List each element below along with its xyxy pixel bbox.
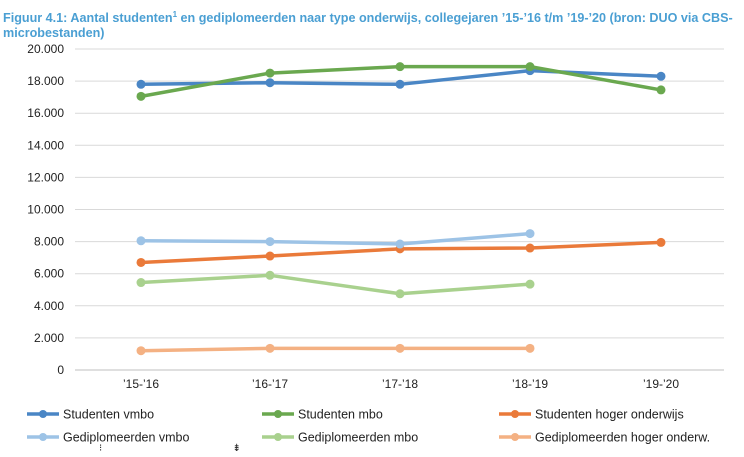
legend-swatch-marker xyxy=(274,410,282,418)
x-axis-tick-labels: ’15-’16 ’16-’17 ’17-’18 ’18-’19 ’19-’20 xyxy=(123,377,679,391)
legend-item: Studenten hoger onderwijs xyxy=(499,408,684,422)
series-5 xyxy=(136,270,535,299)
data-point xyxy=(265,270,275,280)
data-point xyxy=(136,278,146,288)
data-point xyxy=(136,79,146,89)
legend-item: Gediplomeerden hoger onderw. xyxy=(499,431,710,445)
series-3 xyxy=(136,237,666,267)
data-point xyxy=(136,91,146,101)
data-point xyxy=(395,79,405,89)
data-point xyxy=(136,346,146,356)
y-tick-label: 4.000 xyxy=(34,299,64,313)
data-point xyxy=(525,62,535,72)
x-tick-label: ’16-’17 xyxy=(252,377,288,391)
legend-swatch-marker xyxy=(511,433,519,441)
data-point xyxy=(265,343,275,353)
legend-label: Studenten hoger onderwijs xyxy=(535,408,684,422)
series-2 xyxy=(136,62,666,101)
footnote-marker: 1 xyxy=(172,9,178,19)
y-tick-label: 12.000 xyxy=(27,170,64,184)
data-point xyxy=(265,78,275,88)
data-point xyxy=(525,343,535,353)
y-tick-label: 2.000 xyxy=(34,331,64,345)
y-tick-label: 8.000 xyxy=(34,235,64,249)
y-tick-label: 6.000 xyxy=(34,267,64,281)
data-point xyxy=(395,289,405,299)
data-point xyxy=(136,257,146,267)
y-tick-label: 0 xyxy=(57,363,64,377)
data-point xyxy=(525,279,535,289)
series-line xyxy=(139,273,532,296)
legend-item: Studenten mbo xyxy=(262,408,383,422)
legend: Studenten vmbo Studenten mbo Studenten hog… xyxy=(27,408,710,445)
legend-label: Gediplomeerden vmbo xyxy=(63,431,190,445)
data-point xyxy=(525,229,535,239)
y-tick-label: 18.000 xyxy=(27,74,64,88)
y-tick-label: 10.000 xyxy=(27,203,64,217)
x-tick-label: ’19-’20 xyxy=(643,377,679,391)
data-point xyxy=(136,236,146,246)
legend-swatch-marker xyxy=(39,410,47,418)
x-tick-label: ’15-’16 xyxy=(123,377,159,391)
text-cursor-icon: ⁝ ⇟ xyxy=(99,443,241,454)
legend-item: Studenten vmbo xyxy=(27,408,154,422)
legend-label: Gediplomeerden hoger onderw. xyxy=(535,431,710,445)
chart-title-rest: en gediplomeerden naar type onderwijs, c… xyxy=(3,11,733,40)
legend-item: Gediplomeerden mbo xyxy=(262,431,418,445)
legend-swatch-marker xyxy=(274,433,282,441)
data-point xyxy=(525,243,535,253)
legend-label: Studenten mbo xyxy=(298,408,383,422)
y-tick-label: 16.000 xyxy=(27,106,64,120)
legend-swatch-marker xyxy=(39,433,47,441)
gridlines xyxy=(75,48,724,371)
chart-title: Figuur 4.1: Aantal studenten1 en gediplo… xyxy=(3,9,743,41)
series-6 xyxy=(136,343,535,356)
legend-item: Gediplomeerden vmbo xyxy=(27,431,190,445)
data-point xyxy=(395,62,405,72)
chart-title-main: Figuur 4.1: Aantal studenten xyxy=(3,11,173,25)
series-4 xyxy=(136,229,535,249)
data-point xyxy=(656,85,666,95)
data-point xyxy=(656,71,666,81)
legend-label: Gediplomeerden mbo xyxy=(298,431,418,445)
data-point xyxy=(395,343,405,353)
legend-label: Studenten vmbo xyxy=(63,408,154,422)
y-axis-tick-labels: 0 2.000 4.000 6.000 8.000 10.000 12.000 14.000 1… xyxy=(27,42,64,377)
series-line xyxy=(139,231,532,246)
x-tick-label: ’18-’19 xyxy=(512,377,548,391)
y-tick-label: 14.000 xyxy=(27,138,64,152)
data-point xyxy=(265,237,275,247)
y-tick-label: 20.000 xyxy=(27,42,64,56)
data-point xyxy=(395,239,405,249)
x-tick-label: ’17-’18 xyxy=(382,377,418,391)
legend-swatch-marker xyxy=(511,410,519,418)
series-lines xyxy=(136,62,666,356)
data-point xyxy=(265,251,275,261)
data-point xyxy=(265,68,275,78)
data-point xyxy=(656,237,666,247)
series-line xyxy=(139,346,532,353)
